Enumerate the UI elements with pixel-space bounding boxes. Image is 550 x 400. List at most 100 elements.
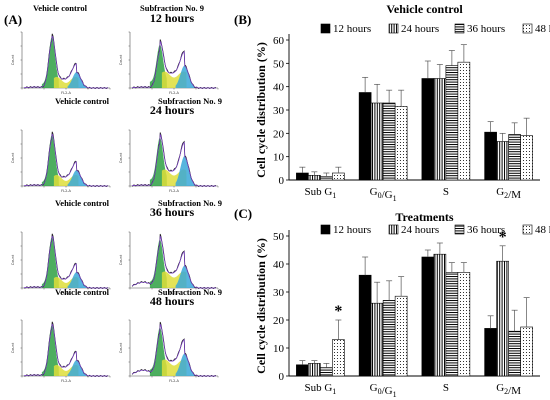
category-label: Sub G1 [304, 186, 336, 200]
histogram-y-label: Count [119, 54, 123, 65]
histogram-x-label: FL2-A [61, 91, 71, 95]
y-tick-label: 0 [279, 371, 285, 383]
histogram-fit-line [24, 235, 108, 289]
bar [320, 176, 333, 181]
g2m-peak [67, 360, 87, 376]
bar [520, 326, 533, 377]
g2m-peak [175, 65, 195, 88]
histogram-x-label: FL2-A [169, 291, 179, 295]
bar [332, 172, 345, 181]
significance-marker: * [499, 229, 507, 246]
bar [484, 131, 497, 181]
legend-swatch [388, 224, 399, 235]
histogram-title-vehicle: Vehicle control [33, 3, 88, 13]
histogram-trace [23, 33, 109, 90]
y-tick-label: 40 [273, 259, 285, 271]
bar [433, 253, 447, 377]
g0g1-peak [41, 135, 59, 186]
bar-chart-vehicle-control: Vehicle control 12 hours 24 hours 36 hours 4… [254, 2, 550, 203]
chart-title: Treatments [395, 210, 454, 224]
y-axis-label: Cell cycle distribution (%) [254, 238, 268, 374]
histogram-x-label: FL2-A [61, 291, 71, 295]
histogram-title-subfraction: Subfraction No. 9 [158, 96, 222, 106]
y-tick-label: 40 [273, 82, 285, 94]
category-label: G0/G1 [370, 186, 397, 203]
bar [421, 78, 435, 181]
bar [484, 328, 497, 377]
legend-label: 12 hours [333, 224, 371, 236]
histogram-y-label: Count [11, 152, 15, 163]
y-tick-label: 30 [273, 105, 285, 117]
bar [358, 92, 372, 181]
legend-label: 24 hours [401, 23, 439, 35]
histogram-fit-line [24, 323, 108, 377]
legend-swatch [388, 23, 399, 34]
y-tick-label: 10 [273, 152, 285, 164]
legend-swatch [454, 224, 465, 235]
y-tick-label: 30 [273, 287, 285, 299]
y-tick-label: 10 [273, 343, 285, 355]
histogram-x-label: FL2-A [169, 189, 179, 193]
bar [296, 172, 309, 181]
category-label: S [443, 186, 449, 198]
legend-swatch [320, 23, 331, 34]
legend-label: 12 hours [333, 23, 371, 35]
g2m-peak [175, 265, 195, 288]
bar-chart-treatments: Treatments 12 hours 24 hours 36 hours 48 hou… [254, 210, 550, 399]
legend-swatch [522, 23, 533, 34]
bar [421, 256, 435, 377]
y-tick-label: 0 [279, 175, 285, 187]
bar [496, 260, 509, 377]
histogram-y-label: Count [119, 254, 123, 265]
histogram-fit-line [132, 133, 216, 187]
bar [320, 367, 333, 377]
legend-swatch [320, 224, 331, 235]
bar [382, 300, 396, 377]
chart-title: Vehicle control [386, 2, 463, 16]
bar [308, 175, 321, 181]
histogram-y-label: Count [11, 342, 15, 353]
histogram-title-subfraction: Subfraction No. 9 [140, 3, 204, 13]
bar [433, 78, 447, 181]
histogram-fit-line [131, 323, 216, 377]
panel-label-c: (C) [234, 206, 252, 221]
legend-label: 36 hours [467, 224, 505, 236]
y-tick-label: 20 [273, 128, 285, 140]
histogram-x-label: FL2-A [61, 379, 71, 383]
histogram-x-label: FL2-A [169, 91, 179, 95]
histogram-y-label: Count [11, 54, 15, 65]
g2m-peak [175, 156, 195, 186]
legend-label: 24 hours [401, 224, 439, 236]
histogram-title-vehicle: Vehicle control [55, 287, 110, 297]
category-label: S [443, 382, 449, 394]
y-tick-label: 50 [273, 58, 285, 70]
g2m-peak [175, 353, 195, 376]
g2m-peak [67, 272, 87, 288]
panel-label-b: (B) [234, 12, 251, 27]
bar [445, 272, 459, 377]
category-label: G2/M [496, 382, 521, 397]
histogram-x-label: FL2-A [169, 379, 179, 383]
histogram-panel: 12 hours Vehicle control Subfraction No. 9… [11, 3, 222, 383]
histogram-y-label: Count [119, 342, 123, 353]
legend-label: 36 hours [467, 23, 505, 35]
category-label: G0/G1 [370, 382, 397, 399]
histogram-fit-line [131, 235, 216, 289]
y-tick-label: 50 [273, 231, 285, 243]
bar [508, 134, 521, 181]
histogram-y-label: Count [119, 152, 123, 163]
histogram-title-vehicle: Vehicle control [55, 198, 110, 208]
time-label: 24 hours [150, 103, 195, 117]
legend-swatch [522, 224, 533, 235]
histogram-trace [23, 233, 109, 290]
time-label: 12 hours [150, 11, 195, 25]
histogram-y-label: Count [11, 254, 15, 265]
y-tick-label: 60 [273, 35, 285, 47]
legend-label: 48 hours [535, 23, 550, 35]
bar [296, 364, 309, 377]
legend-label: 48 hours [535, 224, 550, 236]
g0g1-peak [41, 325, 59, 376]
histogram-title-vehicle: Vehicle control [55, 96, 110, 106]
bar [332, 339, 345, 377]
histogram-fit-line [24, 35, 108, 89]
